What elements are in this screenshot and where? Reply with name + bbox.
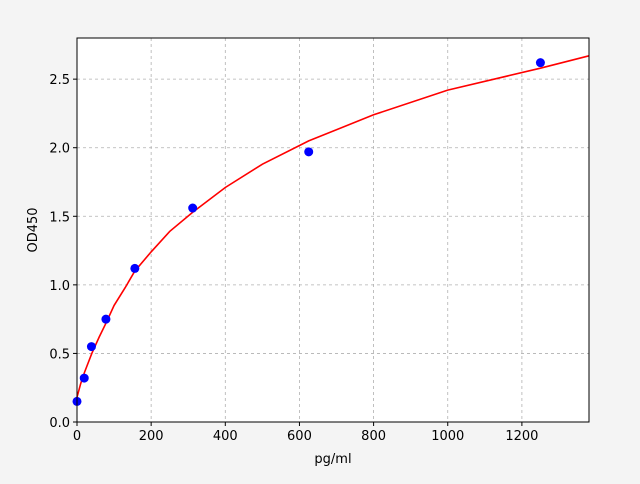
x-tick-label: 400	[213, 429, 238, 444]
y-tick-label: 0.0	[49, 416, 70, 431]
y-tick-label: 0.5	[49, 347, 70, 362]
data-point	[79, 373, 89, 383]
data-point	[535, 58, 545, 68]
x-tick-label: 200	[139, 429, 164, 444]
fit-curve-layer	[76, 55, 590, 398]
x-tick-label: 600	[287, 429, 312, 444]
x-tick-label: 1000	[431, 429, 464, 444]
data-point	[188, 203, 198, 213]
y-axis-label: OD450	[26, 207, 41, 252]
y-tick-label: 2.0	[49, 142, 70, 157]
data-point	[304, 147, 314, 157]
x-axis-label: pg/ml	[314, 452, 351, 467]
data-point	[86, 342, 96, 352]
data-point	[101, 314, 111, 324]
y-tick-label: 1.0	[49, 279, 70, 294]
y-tick-label: 1.5	[49, 210, 70, 225]
data-point	[130, 263, 140, 273]
ticks: 0 200 400 600 800 1000 1200 0.0 0.5 1.0 1.5 2.0 2.5	[49, 73, 538, 444]
x-tick-label: 800	[361, 429, 386, 444]
axes-frame	[76, 37, 590, 423]
x-tick-label: 0	[73, 429, 81, 444]
plot-area	[77, 38, 589, 422]
x-tick-label: 1200	[505, 429, 538, 444]
grid-lines	[76, 38, 589, 423]
fit-curve-line	[76, 55, 590, 398]
y-tick-label: 2.5	[49, 73, 70, 88]
